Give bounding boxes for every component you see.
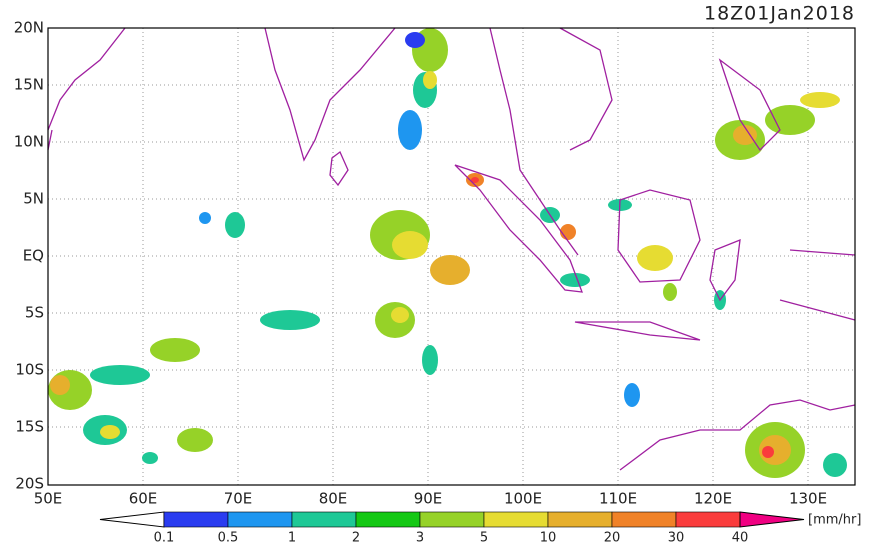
colorbar-segment <box>547 511 613 528</box>
colorbar-label: 10 <box>540 531 557 544</box>
lat-label: 20N <box>14 19 44 37</box>
lon-label: 130E <box>789 490 827 508</box>
colorbar-segment <box>227 511 293 528</box>
colorbar-label: 30 <box>668 531 685 544</box>
colorbar-label: 0.5 <box>218 531 239 544</box>
colorbar-label: 5 <box>480 531 488 544</box>
colorbar: 0.1 0.5 1 2 3 5 10 20 30 40 <box>99 511 805 544</box>
colorbar-label: 0.1 <box>154 531 175 544</box>
lat-label: EQ <box>23 247 44 265</box>
colorbar-arrow <box>739 511 805 528</box>
lat-label: 15S <box>15 418 44 436</box>
map-frame <box>47 27 856 486</box>
colorbar-label: 40 <box>732 531 749 544</box>
colorbar-label: 3 <box>416 531 424 544</box>
colorbar-segment <box>419 511 485 528</box>
lon-label: 90E <box>414 490 443 508</box>
colorbar-segment <box>675 511 741 528</box>
lat-label: 10N <box>14 133 44 151</box>
colorbar-segment <box>291 511 357 528</box>
colorbar-unit: [mm/hr] <box>808 513 861 528</box>
colorbar-label: 20 <box>604 531 621 544</box>
lon-label: 70E <box>224 490 253 508</box>
colorbar-segment <box>483 511 549 528</box>
lon-label: 120E <box>694 490 732 508</box>
lon-label: 60E <box>129 490 158 508</box>
lon-label: 80E <box>319 490 348 508</box>
lat-label: 5N <box>23 190 44 208</box>
lon-label: 100E <box>504 490 542 508</box>
colorbar-segment <box>163 511 229 528</box>
lat-label: 5S <box>25 304 44 322</box>
lat-label: 10S <box>15 361 44 379</box>
lon-label: 50E <box>34 490 63 508</box>
lat-label: 15N <box>14 76 44 94</box>
lat-label: 20S <box>15 475 44 493</box>
colorbar-segment <box>611 511 677 528</box>
colorbar-arrow <box>99 511 165 528</box>
coastlines <box>47 27 856 471</box>
rain-areas <box>48 28 847 478</box>
colorbar-segment <box>355 511 421 528</box>
colorbar-label: 1 <box>288 531 296 544</box>
map-title: 18Z01Jan2018 <box>704 3 855 25</box>
lon-label: 110E <box>599 490 637 508</box>
colorbar-label: 2 <box>352 531 360 544</box>
